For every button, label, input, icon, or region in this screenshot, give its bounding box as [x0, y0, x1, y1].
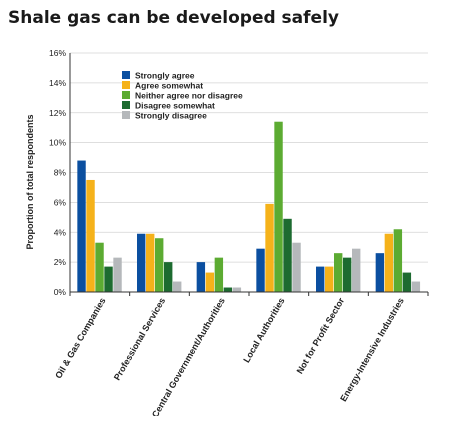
bar: [146, 233, 155, 292]
x-category-label: Energy-Intensive Industries: [338, 296, 406, 403]
y-tick-label: 10%: [49, 138, 66, 148]
legend-label: Agree somewhat: [135, 81, 203, 91]
x-category-label: Local Authorities: [241, 296, 286, 364]
bar: [137, 233, 146, 292]
legend-label: Strongly disagree: [135, 111, 207, 121]
bar: [375, 253, 385, 292]
y-axis-ticks: 0% 2% 4% 6% 8% 10% 12% 14% 16%: [49, 48, 66, 297]
bars: [77, 121, 421, 293]
bar: [223, 287, 233, 292]
x-category-label: Professional Services: [112, 296, 167, 382]
bar: [352, 248, 361, 292]
bar: [104, 266, 113, 292]
y-tick-label: 6%: [54, 197, 67, 207]
legend-swatch: [122, 111, 130, 119]
legend-swatch: [122, 91, 130, 99]
bar: [113, 257, 122, 292]
bar: [411, 281, 421, 292]
x-axis-categories: Oil & Gas Companies Professional Services…: [53, 296, 406, 420]
bar: [334, 253, 343, 292]
bar: [205, 272, 215, 292]
bar: [292, 242, 301, 292]
bar: [173, 281, 182, 292]
legend-swatch: [122, 101, 130, 109]
bar: [164, 262, 173, 292]
legend-label: Disagree somewhat: [135, 101, 215, 111]
legend-label: Neither agree nor disagree: [135, 91, 243, 101]
bar: [325, 266, 334, 292]
y-tick-label: 12%: [49, 108, 66, 118]
bar: [384, 233, 394, 292]
bar: [265, 203, 274, 292]
bar: [316, 266, 325, 292]
bar: [196, 262, 206, 292]
x-category-label: Central Government/Authorities: [150, 296, 227, 416]
bar: [214, 257, 224, 292]
bar: [86, 179, 95, 292]
axes: [69, 53, 429, 296]
bar: [402, 272, 412, 292]
bar: [283, 218, 292, 292]
y-tick-label: 0%: [54, 287, 67, 297]
x-category-label: Not for Profit Sector: [295, 296, 347, 376]
y-tick-label: 16%: [49, 48, 66, 58]
y-tick-label: 4%: [54, 227, 67, 237]
y-tick-label: 14%: [49, 78, 66, 88]
bar: [343, 257, 352, 292]
bar: [393, 229, 403, 292]
bar: [274, 121, 283, 293]
bar: [256, 248, 265, 292]
x-category-label: Oil & Gas Companies: [53, 296, 107, 380]
bar: [232, 287, 242, 292]
y-axis-label: Proportion of total respondents: [25, 115, 35, 250]
y-tick-label: 8%: [54, 168, 67, 178]
bar: [95, 242, 104, 292]
bar: [77, 160, 86, 292]
bar: [155, 238, 164, 292]
legend-swatch: [122, 71, 130, 79]
legend-swatch: [122, 81, 130, 89]
y-tick-label: 2%: [54, 257, 67, 267]
legend-label: Strongly agree: [135, 71, 195, 81]
chart-title: Shale gas can be developed safely: [8, 8, 339, 28]
